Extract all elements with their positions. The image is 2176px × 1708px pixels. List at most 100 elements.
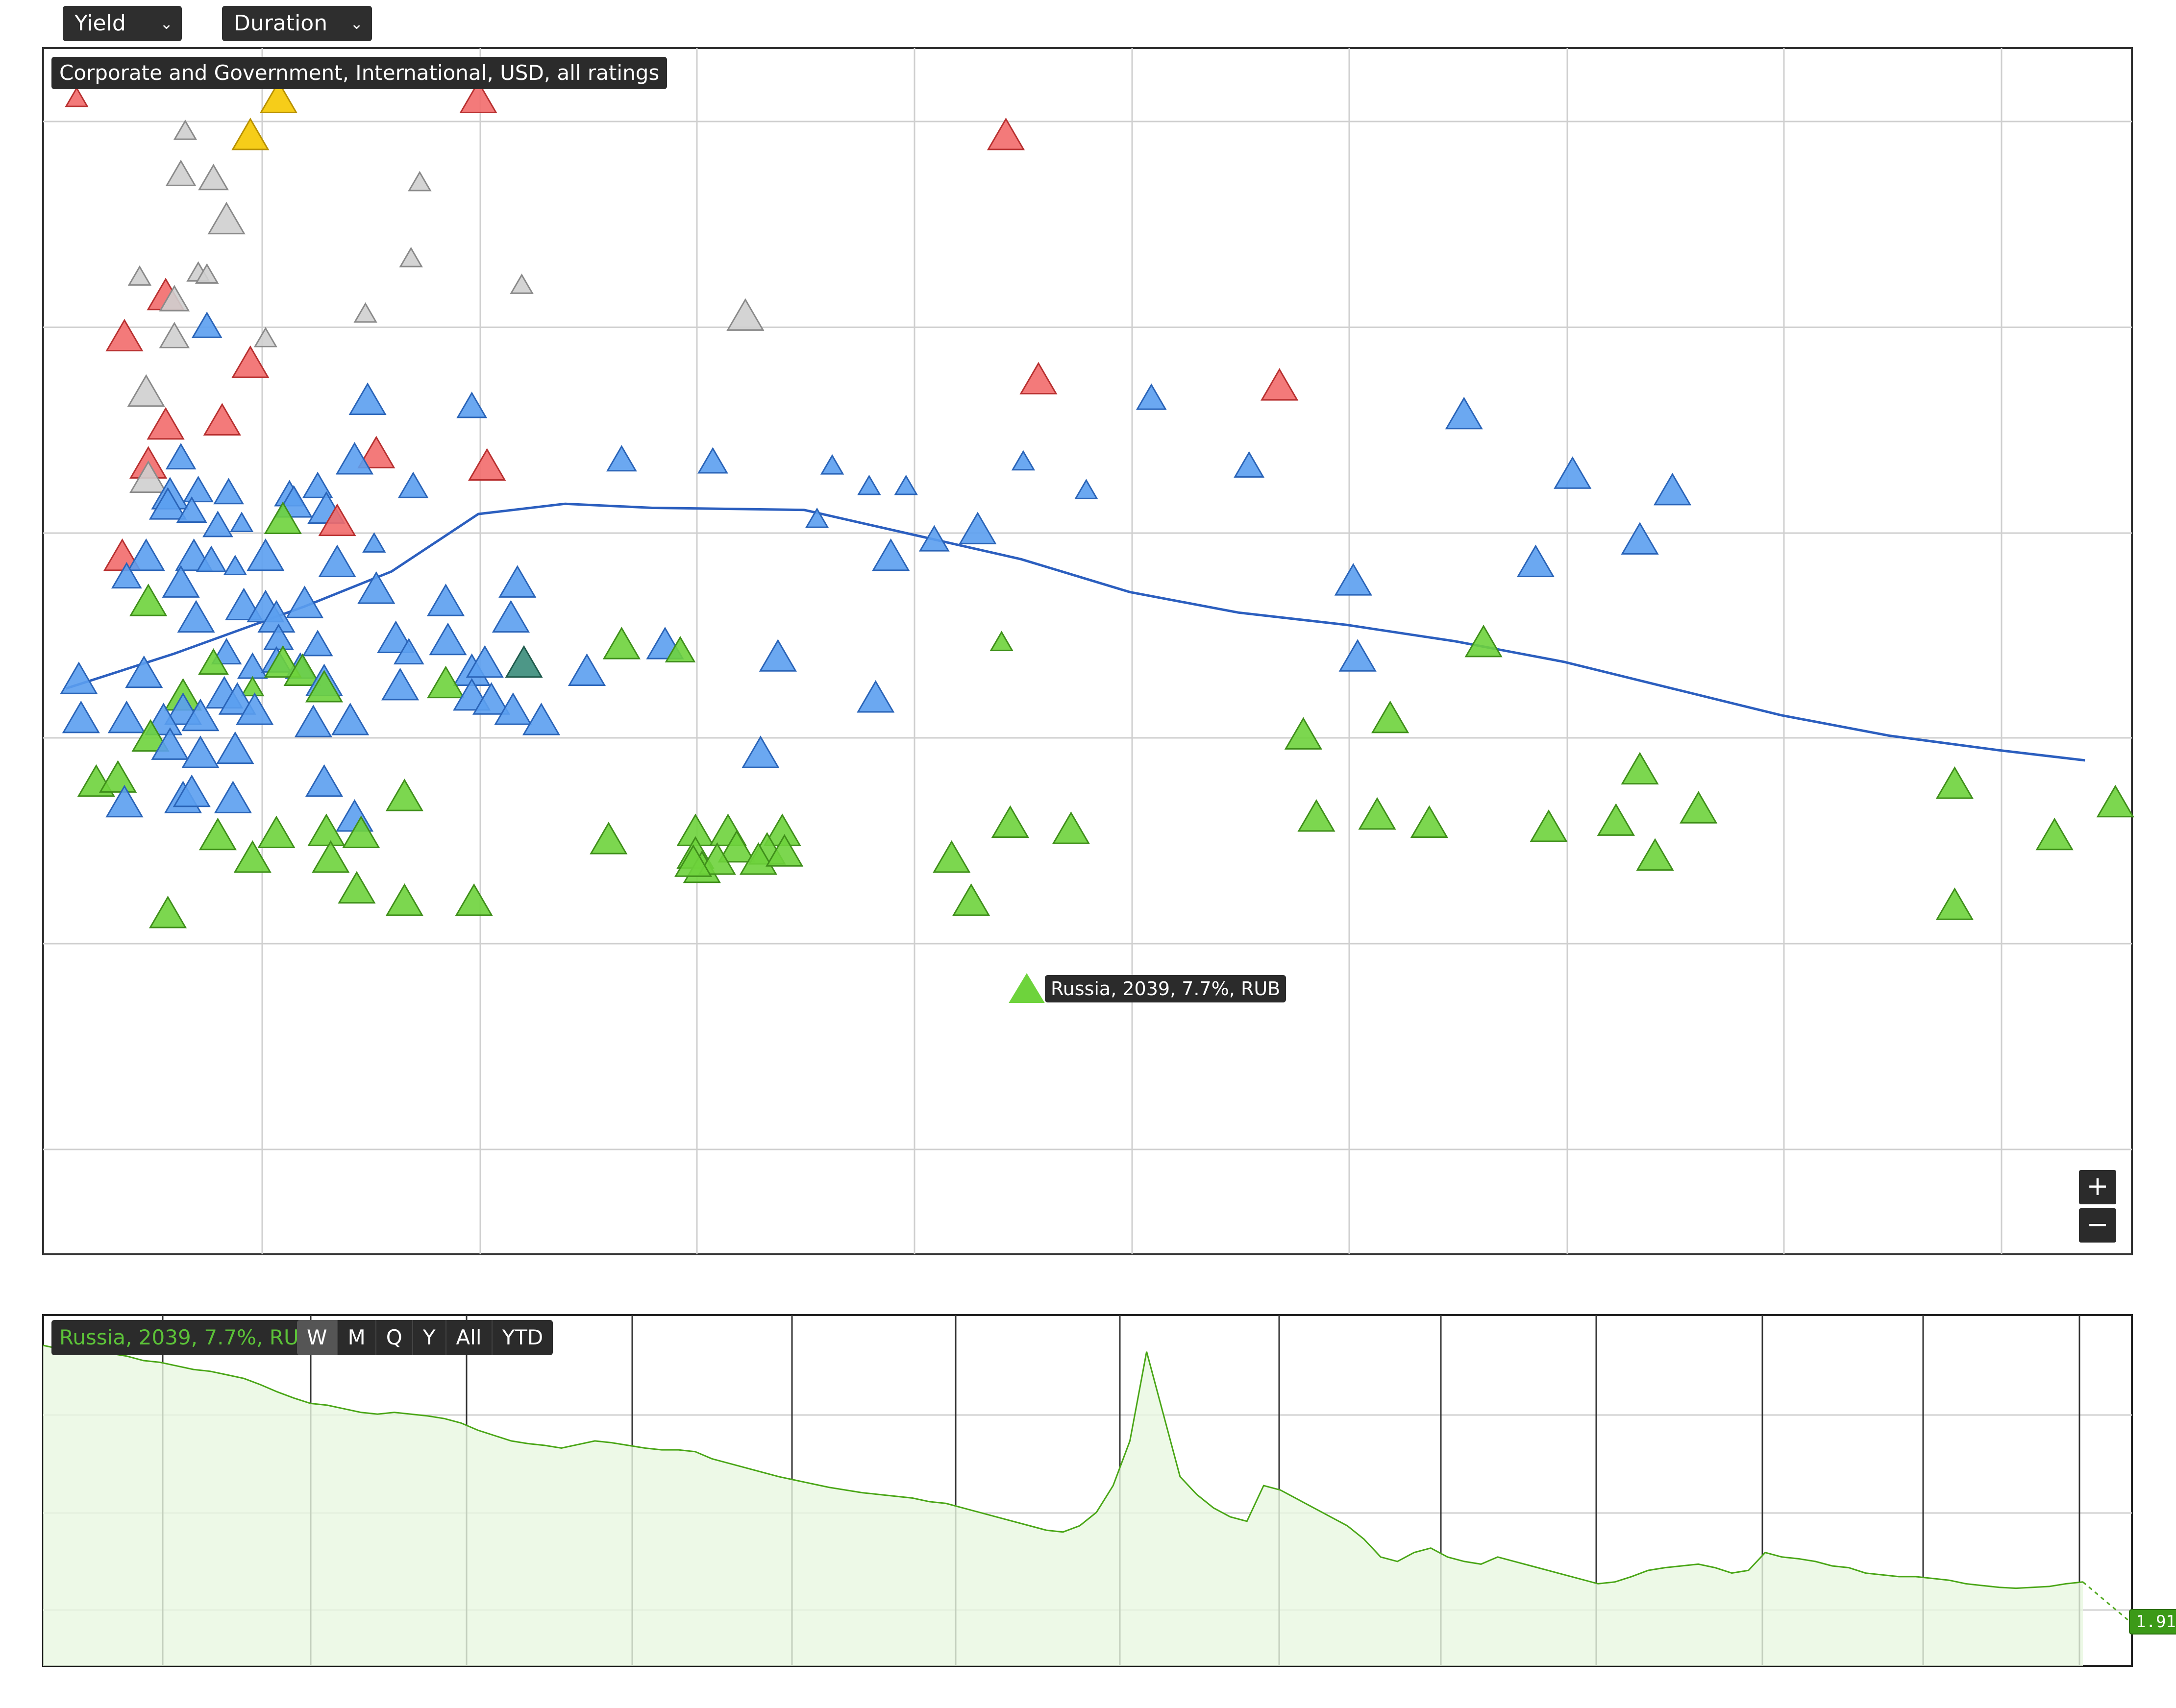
scatter-point[interactable] xyxy=(236,692,274,725)
scatter-point[interactable] xyxy=(397,471,429,498)
scatter-point[interactable] xyxy=(1935,887,1974,920)
range-button-q[interactable]: Q xyxy=(376,1320,413,1355)
scatter-point[interactable] xyxy=(362,532,386,553)
scatter-point[interactable] xyxy=(456,391,488,418)
scatter-point[interactable] xyxy=(259,80,298,114)
scatter-point[interactable] xyxy=(335,441,374,475)
scatter-point[interactable] xyxy=(176,496,207,523)
scatter-point[interactable] xyxy=(263,623,294,650)
scatter-point[interactable] xyxy=(302,471,333,498)
scatter-point[interactable] xyxy=(331,703,370,735)
scatter-point[interactable] xyxy=(213,478,244,505)
scatter-point[interactable] xyxy=(1935,766,1974,799)
scatter-point[interactable] xyxy=(2096,784,2134,818)
scatter-point[interactable] xyxy=(522,703,561,735)
scatter-point[interactable] xyxy=(1358,797,1396,830)
x-axis-dropdown[interactable]: Yield ⌄ xyxy=(63,6,182,41)
scatter-point[interactable] xyxy=(151,727,189,760)
scatter-point[interactable] xyxy=(959,512,997,544)
scatter-point[interactable] xyxy=(918,525,950,552)
scatter-point[interactable] xyxy=(805,507,829,528)
scatter-point[interactable] xyxy=(233,840,272,873)
scatter-point[interactable] xyxy=(223,555,247,575)
range-button-ytd[interactable]: YTD xyxy=(492,1320,553,1355)
scatter-point[interactable] xyxy=(229,512,254,532)
scatter-point[interactable] xyxy=(318,503,356,537)
scatter-point[interactable] xyxy=(606,445,637,472)
scatter-point[interactable] xyxy=(1516,544,1555,577)
scatter-point[interactable] xyxy=(987,117,1025,150)
scatter-point[interactable] xyxy=(131,719,170,752)
scatter-point[interactable] xyxy=(820,454,844,475)
scatter-point[interactable] xyxy=(1297,799,1335,832)
scatter-point[interactable] xyxy=(1410,805,1448,838)
scatter-point[interactable] xyxy=(759,639,797,672)
scatter-point[interactable] xyxy=(492,600,530,633)
scatter-point[interactable] xyxy=(377,620,415,653)
scatter-point[interactable] xyxy=(393,638,424,665)
scatter-point[interactable] xyxy=(1011,450,1036,471)
scatter-point[interactable] xyxy=(173,774,211,807)
scatter-point[interactable] xyxy=(742,735,780,768)
scatter-point[interactable] xyxy=(429,622,467,656)
scatter-point[interactable] xyxy=(181,735,220,768)
scatter-point[interactable] xyxy=(285,586,324,618)
scatter-point[interactable] xyxy=(766,834,804,867)
scatter-point[interactable] xyxy=(459,80,497,114)
scatter-point[interactable] xyxy=(196,545,227,572)
scatter-point[interactable] xyxy=(1445,396,1483,430)
scatter-point[interactable] xyxy=(472,682,511,715)
scatter-point[interactable] xyxy=(494,692,532,725)
scatter-point[interactable] xyxy=(697,447,728,474)
scatter-point[interactable] xyxy=(1052,811,1090,844)
scatter-point[interactable] xyxy=(105,784,144,818)
scatter-point[interactable] xyxy=(466,645,504,678)
scatter-point[interactable] xyxy=(426,665,465,699)
scatter-point[interactable] xyxy=(1019,362,1058,395)
scatter-point[interactable] xyxy=(127,374,165,407)
scatter-point[interactable] xyxy=(198,817,237,851)
scatter-point[interactable] xyxy=(191,311,223,338)
scatter-point[interactable] xyxy=(159,285,190,312)
scatter-point[interactable] xyxy=(468,448,506,481)
scatter-point[interactable] xyxy=(857,474,881,495)
scatter-point[interactable] xyxy=(305,764,344,797)
scatter-point[interactable] xyxy=(357,436,396,468)
scatter-point[interactable] xyxy=(283,653,321,686)
scatter-point[interactable] xyxy=(147,407,185,440)
scatter-point[interactable] xyxy=(231,117,270,150)
scatter-point[interactable] xyxy=(162,565,200,598)
scatter-point[interactable] xyxy=(231,345,270,378)
scatter-point[interactable] xyxy=(218,682,256,715)
zoom-out-button[interactable]: − xyxy=(2079,1208,2116,1243)
scatter-point[interactable] xyxy=(129,460,168,493)
scatter-point[interactable] xyxy=(173,119,198,140)
scatter-point[interactable] xyxy=(1597,803,1635,836)
scatter-point[interactable] xyxy=(1530,809,1568,842)
scatter-point[interactable] xyxy=(1234,451,1265,478)
scatter-point[interactable] xyxy=(318,544,356,577)
scatter-point[interactable] xyxy=(257,815,296,849)
scatter-point[interactable] xyxy=(590,822,628,854)
scatter-point[interactable] xyxy=(99,760,137,793)
scatter-point[interactable] xyxy=(698,842,736,875)
scatter-point[interactable] xyxy=(872,538,910,571)
scatter-point[interactable] xyxy=(1621,752,1659,785)
scatter-point[interactable] xyxy=(65,86,89,107)
scatter-point[interactable] xyxy=(127,265,152,286)
range-button-w[interactable]: W xyxy=(297,1320,338,1355)
scatter-point[interactable] xyxy=(1261,368,1299,401)
scatter-point[interactable] xyxy=(202,511,233,537)
scatter-point[interactable] xyxy=(264,645,302,678)
scatter-point[interactable] xyxy=(357,571,396,604)
scatter-point[interactable] xyxy=(1636,838,1674,871)
scatter-point[interactable] xyxy=(129,584,168,616)
scatter-point[interactable] xyxy=(1371,700,1409,733)
scatter-point[interactable] xyxy=(602,627,641,659)
scatter-point[interactable] xyxy=(307,813,346,846)
scatter-point[interactable] xyxy=(125,655,163,688)
scatter-point[interactable] xyxy=(181,698,220,732)
scatter-point[interactable] xyxy=(991,805,1029,838)
scatter-point[interactable] xyxy=(353,302,377,323)
scatter-point[interactable] xyxy=(294,705,332,737)
